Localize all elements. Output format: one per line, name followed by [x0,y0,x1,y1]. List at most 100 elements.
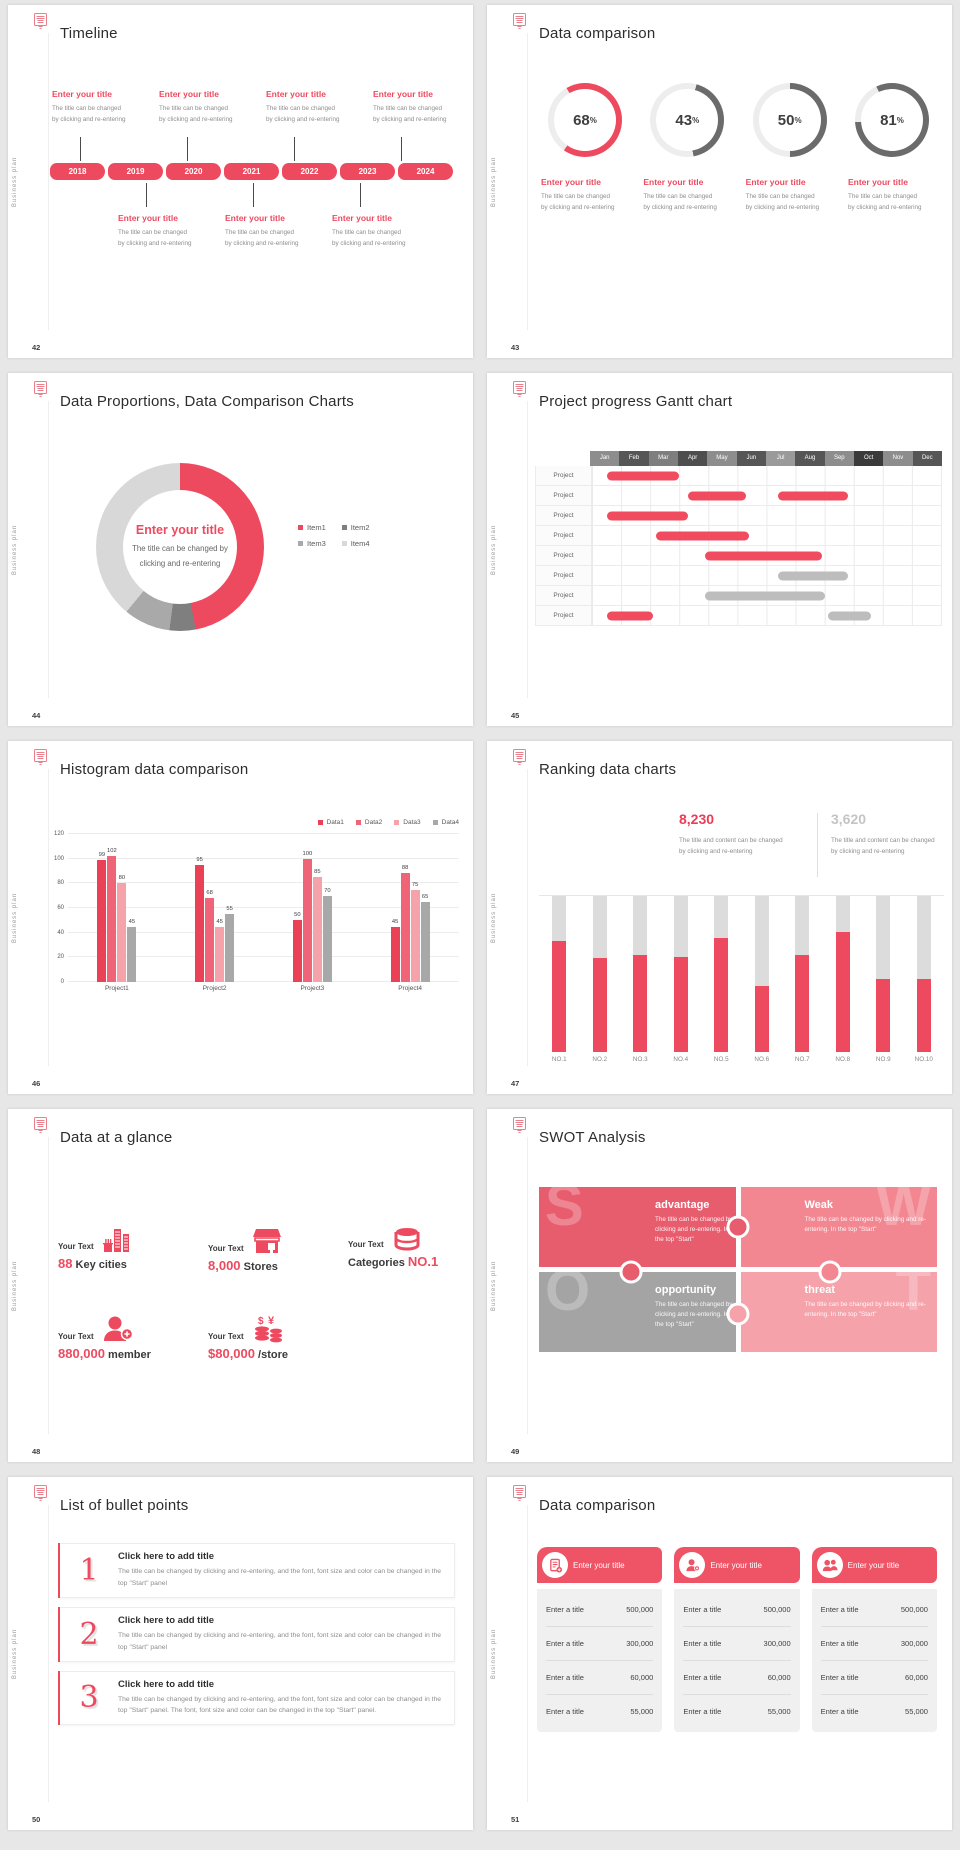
glance-stat: Your Text 8,000 Stores [208,1227,282,1275]
donut-percent-unit: % [692,115,700,125]
gantt-row: Project [536,566,941,586]
slide-title: Data at a glance [60,1129,173,1146]
ranking-bar-label: NO.3 [632,1056,648,1063]
brand-logo-icon [34,1485,47,1501]
slide-title: Timeline [60,25,118,42]
slide-48-data-at-a-glance[interactable]: Business plan Data at a glance Your Text… [8,1109,473,1462]
timeline-item: Enter your title The title can be changed… [225,213,327,249]
slide-title: Data comparison [539,25,656,42]
legend-label: Item1 [307,523,326,532]
ranking-bar-label: NO.7 [794,1056,810,1063]
donut-item-caption: The title can be changed [745,193,815,200]
card-row-label: Enter a title [683,1707,722,1716]
database-icon [392,1227,422,1251]
bar: 50 [292,912,302,982]
card-row-value: 300,000 [763,1639,791,1648]
card-row: Enter a title 300,000 [546,1627,654,1661]
gantt-row-label: Project [536,486,592,505]
card-header: Enter your title [674,1547,800,1583]
timeline-item-title: Enter your title [118,213,178,223]
legend-item: Data2 [355,819,382,826]
gridline [68,907,459,908]
ranking-bar-fill [633,955,648,1052]
legend-swatch [317,820,323,825]
timeline-item: Enter your title The title can be changed… [118,213,220,249]
slide-43-data-comparison[interactable]: Business plan Data comparison 68% Enter y… [487,5,952,358]
glance-stat-line: 8,000 Stores [208,1257,282,1275]
gantt-month-header: Oct [853,451,884,466]
timeline-year-pill: 2023 [340,163,395,180]
timeline-connector [80,137,81,161]
bar-value-label: 45 [128,918,136,925]
legend-swatch [298,525,303,530]
slide-44-data-proportions[interactable]: Business plan Data Proportions, Data Com… [8,373,473,726]
gridline [68,882,459,884]
gridline [68,833,459,834]
bar-groups: 99 102 80 45 95 68 45 55 50 100 85 70 45 88 75 65 [68,834,459,982]
page-number: 48 [32,1447,41,1456]
y-axis-tick-label: 40 [57,929,64,936]
glance-stat-top: Your Text [58,1227,132,1253]
slide-50-bullet-points[interactable]: Business plan List of bullet points 1 Cli… [8,1477,473,1830]
gantt-row: Project [536,526,941,546]
bar: 85 [312,869,322,982]
card-row: Enter a title 60,000 [683,1661,791,1695]
glance-stat-label: Your Text [58,1332,94,1341]
ranking-chart: 8,230 The title and content can be change… [539,811,944,1063]
donut-item-caption: The title can be changed [847,193,917,200]
card-body: Enter a title 500,000 Enter a title 300,000… [811,1589,937,1732]
ranking-bar-label: NO.1 [551,1056,567,1063]
donut-center-title: Enter your title [135,523,225,538]
timeline-year-bar: 2018 2019 2020 2021 2022 2023 2024 [50,163,453,180]
glance-stat-top: Your Text [58,1315,151,1343]
card-header-title: Enter your title [573,1560,625,1570]
slide-51-data-comparison-tables[interactable]: Business plan Data comparison Enter your… [487,1477,952,1830]
bar: 45 [390,919,400,982]
donut-item-caption: by clicking and re-entering [541,204,615,212]
slide-title: Data Proportions, Data Comparison Charts [60,393,354,410]
gantt-row: Project [536,506,941,526]
bullet-box: 1 Click here to add title The title can be… [60,1543,455,1598]
bar-value-label: 45 [216,918,223,925]
slide-42-timeline[interactable]: Business plan Timeline Enter your title T… [8,5,473,358]
bar: 65 [420,894,430,982]
bullet-accent-bar [58,1606,60,1662]
donut-hole: 81% [860,89,923,151]
swot-letter: S [545,1187,584,1238]
bar: 68 [205,890,215,982]
brand-vertical-label: Business plan [12,1628,18,1679]
gridline [68,931,459,933]
donut-item-caption: by clicking and re-entering [643,204,717,212]
ranking-bar-label: NO.5 [713,1056,729,1063]
slide-46-histogram[interactable]: Business plan Histogram data comparison … [8,741,473,1094]
donut-item-caption: by clicking and re-entering [847,204,922,212]
card-row: Enter a title 300,000 [820,1627,928,1661]
donut-progress-charts: 68% Enter your title The title can be chan… [539,83,938,213]
gantt-row-track [592,586,941,605]
comparison-card: Enter your title Enter a title 500,000 Ente… [674,1547,800,1732]
ranking-bar-track [835,896,850,1052]
bullet-accent-bar [58,1543,60,1598]
ranking-bar-fill [552,941,567,1052]
ranking-bar-track [673,896,688,1052]
ranking-stat-caption: The title and content can be changed [831,837,935,844]
slide-title: Ranking data charts [539,761,677,778]
legend-item: Item1 [298,523,326,532]
x-axis-tick-label: Project2 [202,985,227,992]
donut-progress-ring: 43% [650,83,725,157]
page-number: 50 [32,1815,41,1824]
bar-value-label: 80 [118,875,126,882]
card-header: Enter your title [537,1547,663,1583]
timeline-item-title: Enter your title [52,89,112,99]
card-row-label: Enter a title [820,1707,859,1716]
legend-swatch [355,820,361,825]
slide-47-ranking[interactable]: Business plan Ranking data charts 8,230 T… [487,741,952,1094]
timeline-item-title: Enter your title [332,213,392,223]
slide-title: List of bullet points [60,1497,189,1514]
slide-45-gantt-chart[interactable]: Business plan Project progress Gantt cha… [487,373,952,726]
card-row-label: Enter a title [820,1639,859,1648]
ranking-stat-caption: by clicking and re-entering [679,848,753,856]
margin-divider [48,1505,49,1802]
